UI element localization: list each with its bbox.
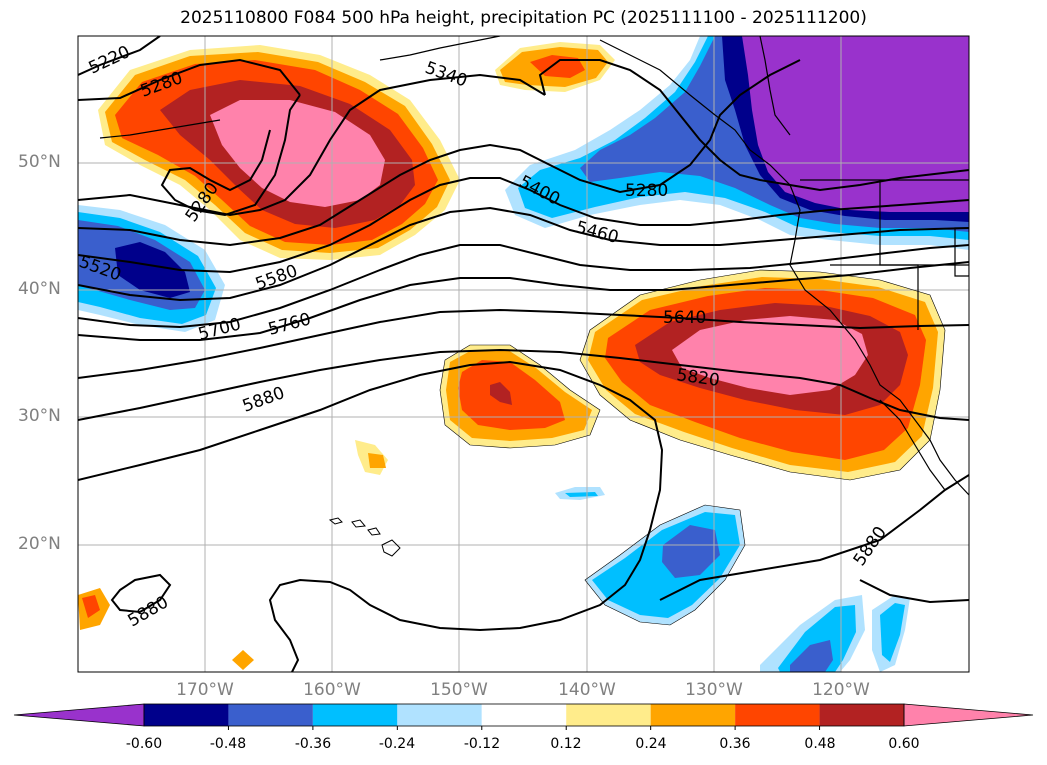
hawaii-islands <box>328 517 401 557</box>
anomaly-outlines <box>439 269 946 626</box>
colorbar-tick-4: -0.12 <box>463 736 501 752</box>
positive-anomaly-northwest <box>98 45 460 260</box>
positive-anomaly-small-1-core <box>368 453 386 468</box>
colorbar-extend-high <box>903 703 1034 727</box>
lon-label-130w: 130°W <box>685 680 743 700</box>
lat-label-40n: 40°N <box>18 279 61 299</box>
colorbar-tick-9: 0.60 <box>888 736 920 752</box>
lon-label-150w: 150°W <box>430 680 488 700</box>
contour-label-5640: 5640 <box>663 308 706 328</box>
colorbar-segment <box>566 704 651 726</box>
lon-label-140w: 140°W <box>558 680 616 700</box>
colorbar-frame <box>143 703 905 727</box>
colorbar-segment <box>650 704 736 726</box>
lon-label-160w: 160°W <box>303 680 361 700</box>
positive-anomaly-small-2-core <box>82 595 100 618</box>
negative-anomaly-northeast <box>505 36 969 250</box>
colorbar-tick-3: -0.24 <box>378 736 416 752</box>
contour-label-5280-e: 5280 <box>625 181 668 201</box>
positive-anomaly-gulf-alaska <box>495 42 615 92</box>
colorbar-tick-5: 0.12 <box>550 736 582 752</box>
height-contours <box>78 36 969 672</box>
lat-label-50n: 50°N <box>18 152 61 172</box>
colorbar-segment <box>144 704 229 726</box>
colorbar-tick-1: -0.48 <box>209 736 247 752</box>
colorbar-segment <box>397 704 482 726</box>
colorbar-tick-7: 0.36 <box>719 736 751 752</box>
colorbar-segment <box>819 704 904 726</box>
lat-label-20n: 20°N <box>18 534 61 554</box>
positive-anomaly-central <box>440 345 600 448</box>
colorbar-segment <box>312 704 398 726</box>
map-title: 2025110800 F084 500 hPa height, precipit… <box>180 8 867 28</box>
colorbar-tick-0: -0.60 <box>125 736 163 752</box>
colorbar-extend-low <box>13 703 145 727</box>
colorbar-tick-2: -0.36 <box>294 736 332 752</box>
positive-anomaly-small-3 <box>232 650 254 670</box>
lon-label-120w: 120°W <box>812 680 870 700</box>
plot-frame <box>77 35 970 673</box>
negative-anomaly-south <box>555 487 910 672</box>
colorbar-tick-6: 0.24 <box>635 736 667 752</box>
colorbar-segment <box>228 704 313 726</box>
colorbar-tick-8: 0.48 <box>804 736 836 752</box>
colorbar-segment <box>481 704 567 726</box>
colorbar-segments <box>13 703 1034 730</box>
lon-label-170w: 170°W <box>176 680 234 700</box>
lat-label-30n: 30°N <box>18 406 61 426</box>
colorbar-segment <box>735 704 820 726</box>
